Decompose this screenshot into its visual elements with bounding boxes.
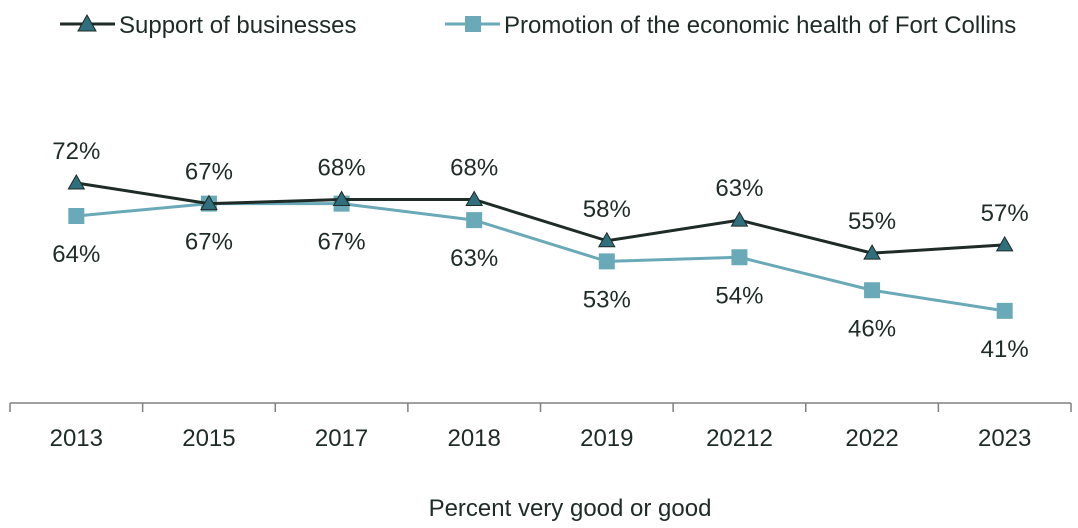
support-data-label-2015: 67% bbox=[185, 159, 233, 186]
promotion-data-label-20212: 54% bbox=[715, 282, 763, 309]
x-tick-label-2022: 2022 bbox=[845, 425, 898, 452]
x-axis-tick-labels: 2013 2015 2017 2018 2019 20212 2022 2023 bbox=[50, 425, 1032, 452]
promotion-point-2023 bbox=[996, 302, 1013, 319]
support-data-label-2013: 72% bbox=[52, 138, 100, 165]
support-point-2013 bbox=[67, 173, 86, 190]
x-tick-label-2019: 2019 bbox=[580, 425, 633, 452]
promotion-data-label-2015: 67% bbox=[185, 229, 233, 256]
series-layer bbox=[67, 173, 1014, 319]
support-data-label-2022: 55% bbox=[848, 208, 896, 235]
x-tick-label-2015: 2015 bbox=[182, 425, 235, 452]
legend-label-promotion: Promotion of the economic health of Fort… bbox=[504, 12, 1016, 39]
legend-label-support: Support of businesses bbox=[119, 12, 356, 39]
support-point-20212 bbox=[730, 211, 749, 227]
support-point-2015 bbox=[200, 194, 218, 211]
support-point-2019 bbox=[597, 231, 616, 248]
triangle-marker-icon bbox=[77, 13, 97, 32]
x-axis-ticks bbox=[9, 403, 1072, 412]
promotion-point-2019 bbox=[598, 253, 615, 270]
x-tick-label-2018: 2018 bbox=[447, 425, 500, 452]
support-data-label-2017: 68% bbox=[318, 155, 366, 182]
support-point-2022 bbox=[863, 244, 881, 260]
support-data-label-2023: 57% bbox=[981, 200, 1029, 227]
promotion-point-2013 bbox=[68, 208, 85, 224]
square-marker-icon bbox=[465, 16, 481, 32]
legend-item-promotion: Promotion of the economic health of Fort… bbox=[445, 12, 1016, 39]
promotion-data-label-2018: 63% bbox=[450, 245, 498, 272]
x-tick-label-2013: 2013 bbox=[50, 425, 103, 452]
data-labels: 64% 67% 67% 63% 53% 54% 46% 41% 72% 67% 68% 68% 58% 6… bbox=[52, 138, 1028, 363]
legend-item-support: Support of businesses bbox=[60, 12, 356, 39]
promotion-data-label-2017: 67% bbox=[318, 229, 366, 256]
promotion-data-label-2013: 64% bbox=[52, 241, 100, 268]
promotion-data-label-2023: 41% bbox=[981, 336, 1029, 363]
series-line-0 bbox=[76, 181, 1005, 255]
support-data-label-2019: 58% bbox=[583, 196, 631, 223]
x-tick-label-2017: 2017 bbox=[315, 425, 368, 452]
support-point-2018 bbox=[465, 190, 484, 206]
promotion-data-label-2022: 46% bbox=[848, 315, 896, 342]
x-axis-title: Percent very good or good bbox=[429, 495, 712, 522]
support-data-label-20212: 63% bbox=[715, 175, 763, 202]
support-point-2023 bbox=[995, 235, 1014, 252]
legend: Support of businesses Promotion of the e… bbox=[60, 12, 1016, 39]
promotion-data-label-2019: 53% bbox=[583, 286, 631, 313]
promotion-point-20212 bbox=[731, 249, 748, 266]
support-data-label-2018: 68% bbox=[450, 155, 498, 182]
support-point-2017 bbox=[332, 190, 351, 206]
promotion-point-2018 bbox=[466, 212, 483, 229]
x-tick-label-2023: 2023 bbox=[978, 425, 1031, 452]
x-tick-label-20212: 20212 bbox=[706, 425, 773, 452]
promotion-point-2022 bbox=[864, 282, 881, 299]
